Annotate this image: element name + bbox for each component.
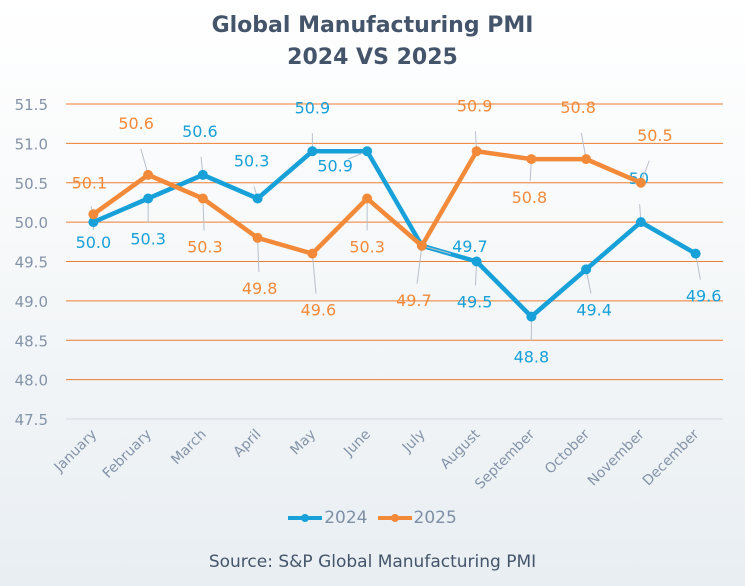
x-tick-label: September <box>472 426 538 492</box>
data-point-2025 <box>526 154 537 165</box>
label-leader-line <box>311 253 317 294</box>
data-label-2025: 50.9 <box>457 96 493 115</box>
data-label-2025: 49.6 <box>301 301 337 320</box>
x-tick-label: July <box>399 427 429 457</box>
label-leader-line <box>202 198 205 231</box>
legend-marker-2025-icon <box>377 514 412 522</box>
data-label-2025: 50.5 <box>637 126 673 145</box>
data-point-2024 <box>197 169 208 180</box>
data-label-2025: 49.7 <box>396 291 432 310</box>
legend: 2024 2025 <box>0 508 745 528</box>
label-leader-line <box>416 245 423 284</box>
legend-item-2025[interactable]: 2025 <box>377 508 457 528</box>
data-point-2024 <box>143 193 154 204</box>
data-point-2025 <box>252 232 263 243</box>
data-label-2024: 50.6 <box>182 122 218 141</box>
data-label-2025: 50.6 <box>118 114 154 133</box>
chart-title-line2: 2024 VS 2025 <box>287 45 458 70</box>
data-label-2024: 49.7 <box>452 237 488 256</box>
data-point-2025 <box>143 169 154 180</box>
y-tick-label: 48.5 <box>15 332 48 350</box>
data-point-2025 <box>197 193 208 204</box>
data-label-2024: 49.5 <box>457 293 493 312</box>
data-point-2024 <box>635 217 646 228</box>
data-label-2024: 49.4 <box>576 300 612 319</box>
legend-item-2024[interactable]: 2024 <box>288 508 368 528</box>
data-label-2024: 50.3 <box>130 230 166 249</box>
data-point-2024 <box>690 248 701 259</box>
data-label-2024: 50.0 <box>76 233 112 252</box>
y-tick-label: 50.5 <box>15 175 48 193</box>
data-point-2024 <box>526 311 537 322</box>
data-point-2024 <box>471 256 482 267</box>
data-label-2024: 50.3 <box>234 152 270 171</box>
x-tick-label: December <box>640 426 703 489</box>
legend-label-2024: 2024 <box>324 508 368 528</box>
source-note: Source: S&P Global Manufacturing PMI <box>208 552 537 572</box>
y-tick-label: 51.5 <box>15 96 48 114</box>
data-label-2025: 49.8 <box>242 279 278 298</box>
data-label-2025: 50.3 <box>349 238 385 257</box>
data-point-2024 <box>362 146 373 157</box>
x-tick-label: January <box>51 427 101 477</box>
legend-label-2025: 2025 <box>413 508 457 528</box>
x-tick-label: October <box>542 426 593 477</box>
x-tick-label: June <box>340 427 374 461</box>
x-tick-label: February <box>100 427 155 482</box>
chart-title: Global Manufacturing PMI 2024 VS 2025 <box>0 10 745 74</box>
data-label-2025: 50.1 <box>72 173 108 192</box>
data-point-2025 <box>471 146 482 157</box>
data-label-2025: 50.8 <box>560 98 596 117</box>
y-tick-label: 49.0 <box>15 293 48 311</box>
series-line-2024 <box>91 149 698 319</box>
y-tick-label: 50.0 <box>15 214 48 232</box>
data-point-2025 <box>88 209 99 220</box>
x-tick-label: November <box>585 426 648 489</box>
data-point-2024 <box>252 193 263 204</box>
x-tick-label: March <box>168 427 209 468</box>
data-label-2024: 50.9 <box>295 98 331 117</box>
label-leader-line <box>257 237 260 272</box>
data-point-2025 <box>581 154 592 165</box>
data-point-2024 <box>307 146 318 157</box>
y-tick-label: 49.5 <box>15 254 48 272</box>
data-label-2025: 50.3 <box>187 238 223 257</box>
data-label-2024: 48.8 <box>514 348 550 367</box>
y-tick-label: 48.0 <box>15 372 48 390</box>
data-point-2025 <box>362 193 373 204</box>
data-label-2025: 50.8 <box>512 188 548 207</box>
chart-title-line1: Global Manufacturing PMI <box>211 13 534 38</box>
x-tick-label: August <box>437 426 483 472</box>
x-tick-label: April <box>231 427 265 461</box>
legend-marker-2024-icon <box>288 514 323 522</box>
data-label-2024: 50.9 <box>317 156 353 175</box>
data-point-2025 <box>416 240 427 251</box>
data-point-2024 <box>581 264 592 275</box>
data-point-2025 <box>635 177 646 188</box>
data-point-2024 <box>88 217 99 228</box>
y-tick-label: 47.5 <box>15 411 48 429</box>
x-tick-label: May <box>287 427 319 459</box>
data-label-2024: 49.6 <box>686 287 722 306</box>
data-point-2025 <box>307 248 318 259</box>
y-tick-label: 51.0 <box>15 135 48 153</box>
